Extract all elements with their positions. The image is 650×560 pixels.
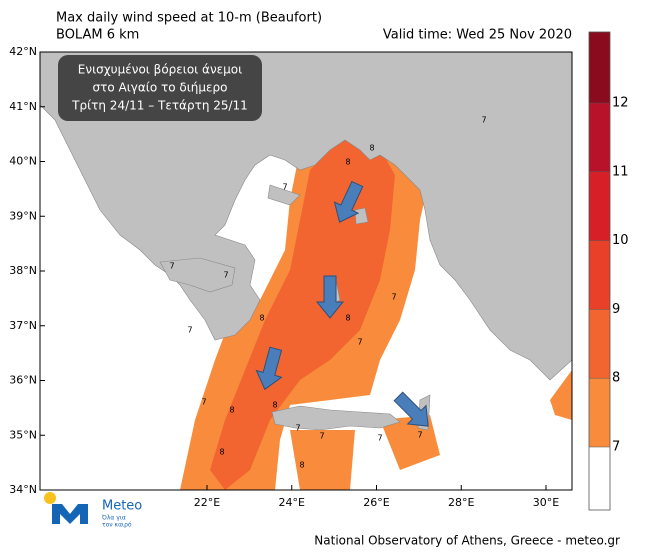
contour-label: 7 (223, 271, 228, 280)
colorbar-band (589, 171, 610, 241)
annotation-line: στο Αιγαίο το διήμερο (93, 81, 228, 95)
colorbar-band (589, 378, 610, 447)
subtitle: BOLAM 6 km (56, 28, 139, 43)
contour-label: 7 (282, 183, 287, 192)
lat-label: 42°N (9, 45, 37, 58)
lon-label: 24°E (279, 496, 305, 509)
wind-7 (290, 115, 572, 490)
lat-label: 37°N (9, 319, 37, 332)
logo-slogan: τον καιρό (102, 522, 132, 529)
lat-label: 36°N (9, 374, 37, 387)
lat-label: 39°N (9, 209, 37, 222)
lat-label: 38°N (9, 264, 37, 277)
contour-label: 8 (369, 144, 374, 153)
lon-label: 22°E (194, 496, 220, 509)
annotation-bg (58, 55, 262, 121)
colorbar-band (589, 309, 610, 379)
contour-label: 8 (229, 406, 234, 415)
map (40, 52, 572, 490)
lat-label: 34°N (9, 483, 37, 496)
contour-label: 7 (481, 116, 486, 125)
lat-label: 35°N (9, 428, 37, 441)
arrow (333, 180, 364, 223)
contour-label: 7 (391, 293, 396, 302)
contour-label: 7 (169, 262, 174, 271)
colorbar-band (589, 32, 610, 103)
colorbar-label: 11 (612, 164, 629, 179)
island (267, 184, 431, 431)
contour-label: 7 (187, 326, 192, 335)
contour-label: 8 (259, 314, 264, 323)
logo: Meteo Όλα για τον καιρό (44, 492, 142, 529)
land (159, 257, 236, 293)
contour-label: 7 (201, 398, 206, 407)
crete (271, 405, 401, 431)
contour-label: 8 (272, 401, 277, 410)
contour-label: 8 (345, 158, 350, 167)
colorbar-label: 9 (612, 302, 620, 317)
contour-label: 8 (299, 461, 304, 470)
colorbar-label: 7 (612, 440, 620, 455)
arrow (393, 391, 429, 427)
wind-8 (210, 135, 395, 490)
contour-label: 7 (377, 434, 382, 443)
logo-sun (44, 492, 56, 504)
arrow (315, 275, 345, 319)
logo-name: Meteo (102, 499, 142, 514)
annotation-line: Τρίτη 24/11 – Τετάρτη 25/11 (71, 99, 248, 113)
annotation-box: Ενισχυμένοι βόρειοι άνεμοι στο Αιγαίο το… (58, 55, 262, 121)
contour-label: 7 (417, 431, 422, 440)
contour-label: 7 (357, 338, 362, 347)
contour-label: 7 (319, 432, 324, 441)
lon-label: 30°E (533, 496, 559, 509)
footer: National Observatory of Athens, Greece -… (314, 534, 620, 548)
wind-arrows (255, 180, 429, 427)
land (40, 52, 572, 381)
annotation-line: Ενισχυμένοι βόρειοι άνεμοι (78, 63, 242, 77)
lon-label: 26°E (363, 496, 389, 509)
colorbar-band (589, 240, 610, 310)
valid-time: Valid time: Wed 25 Nov 2020 (383, 28, 572, 43)
arrow (255, 346, 283, 391)
colorbar-label: 10 (612, 233, 629, 248)
contour-label: 8 (345, 314, 350, 323)
colorbar-band (589, 103, 610, 172)
contour-label: 8 (219, 448, 224, 457)
colorbar-frame (588, 31, 611, 511)
logo-mark (52, 504, 88, 524)
colorbar-label: 12 (612, 96, 629, 111)
logo-slogan: Όλα για (101, 515, 126, 522)
contour-label: 7 (295, 424, 300, 433)
lat-label: 40°N (9, 155, 37, 168)
title: Max daily wind speed at 10-m (Beaufort) (56, 11, 322, 26)
lat-label: 41°N (9, 100, 37, 113)
colorbar-label: 8 (612, 371, 620, 386)
colorbar-band (589, 447, 610, 510)
lon-label: 28°E (448, 496, 474, 509)
